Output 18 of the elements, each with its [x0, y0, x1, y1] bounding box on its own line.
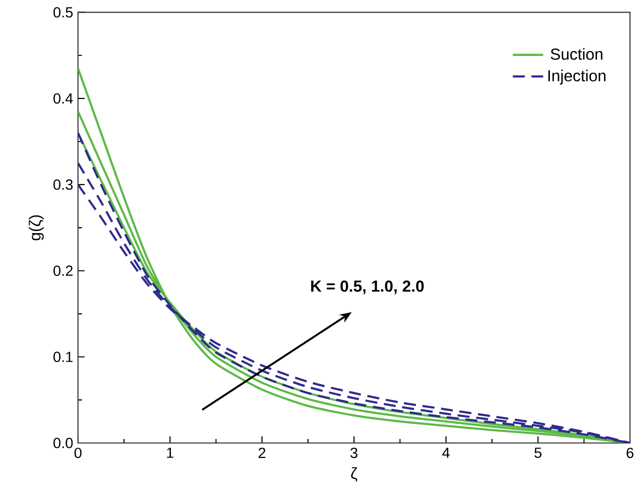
x-tick-label: 3 — [350, 448, 358, 458]
x-tick-label: 1 — [167, 448, 174, 458]
y-tick-label: 0.3 — [53, 179, 73, 190]
legend-label: Suction — [550, 48, 602, 60]
x-tick-label: 6 — [626, 448, 634, 458]
x-tick-label: 2 — [258, 448, 266, 458]
x-axis-title: ζ — [351, 467, 358, 482]
y-tick-label: 0.0 — [53, 438, 73, 448]
y-tick-label: 0.5 — [53, 7, 73, 18]
x-tick-label: 4 — [442, 448, 450, 458]
y-tick-label: 0.1 — [53, 352, 73, 362]
x-tick-label: 0 — [74, 448, 82, 458]
annotation: K = 0.5, 1.0, 2.0 — [311, 280, 424, 294]
legend-label: Injection — [548, 70, 606, 85]
y-tick-label: 0.4 — [53, 93, 73, 104]
y-tick-label: 0.2 — [53, 266, 73, 276]
y-axis-title: g(ζ) — [28, 215, 44, 240]
x-tick-label: 5 — [534, 448, 542, 458]
